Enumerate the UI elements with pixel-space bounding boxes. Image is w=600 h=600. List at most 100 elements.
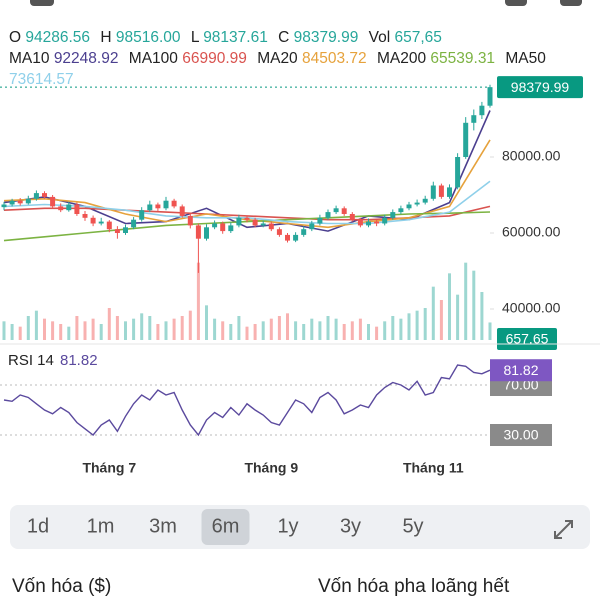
- volume-bar: [431, 286, 435, 340]
- volume-bar: [164, 321, 168, 340]
- candle-body: [131, 219, 137, 228]
- candle-body: [301, 229, 307, 235]
- range-button[interactable]: 5y: [402, 515, 423, 537]
- volume-bar: [367, 324, 370, 340]
- volume-bar: [43, 318, 46, 340]
- candle-body: [422, 198, 428, 203]
- volume-bar: [2, 321, 6, 340]
- rsi-name: RSI 14: [8, 352, 54, 369]
- y-tick-label: 80000.00: [502, 148, 561, 164]
- volume-bar: [391, 316, 395, 340]
- volume-bar: [188, 310, 192, 340]
- rsi-tag: [490, 359, 552, 382]
- candle-body: [155, 204, 161, 209]
- top-icon[interactable]: [560, 0, 582, 6]
- candle-body: [33, 193, 39, 199]
- candle-body: [260, 223, 266, 226]
- ohlc-value: 98137.61: [203, 29, 268, 46]
- volume-bar: [10, 324, 14, 340]
- expand-icon[interactable]: [554, 520, 573, 539]
- candle-body: [406, 204, 412, 209]
- candle-body: [438, 185, 444, 197]
- candle-body: [252, 219, 258, 226]
- candle-body: [58, 206, 64, 211]
- ma-label: MA50: [505, 50, 546, 67]
- volume-bar: [172, 318, 176, 340]
- ma-value: 84503.72: [302, 50, 367, 67]
- ohlc-value: 657,65: [394, 29, 442, 46]
- volume-bar: [334, 318, 338, 340]
- ohlc-label: O: [9, 29, 22, 46]
- candle-body: [17, 200, 23, 204]
- rsi-value: 81.82: [60, 352, 98, 369]
- top-icon[interactable]: [505, 0, 527, 6]
- volume-bar: [318, 321, 322, 340]
- candle-body: [309, 223, 315, 230]
- ma-value: 66990.99: [182, 50, 247, 67]
- candle-body: [179, 206, 185, 216]
- volume-bar: [261, 321, 265, 340]
- ohlc-label: H: [100, 29, 112, 46]
- candle-body: [82, 214, 88, 218]
- volume-bar: [342, 324, 346, 340]
- volume-bar: [350, 321, 354, 340]
- top-icon[interactable]: [30, 0, 54, 6]
- volume-bar: [34, 310, 38, 340]
- candle-body: [123, 227, 128, 233]
- volume-tag-label: 657.65: [506, 331, 549, 347]
- volume-bar: [407, 313, 411, 340]
- candle-body: [9, 200, 15, 205]
- rsi-tag-label: 81.82: [503, 362, 538, 378]
- candle-body: [430, 185, 436, 199]
- volume-bar: [221, 321, 225, 340]
- volume-bar: [448, 273, 451, 340]
- range-button[interactable]: 3y: [340, 515, 361, 537]
- volume-bar: [253, 324, 257, 340]
- volume-bar: [358, 318, 362, 340]
- candle-body: [317, 217, 323, 224]
- candle-body: [228, 225, 234, 232]
- candle-body: [293, 234, 299, 241]
- ohlc-label: C: [278, 29, 290, 46]
- range-button[interactable]: 1m: [87, 515, 115, 537]
- volume-bar: [277, 316, 281, 340]
- candle-body: [90, 217, 96, 224]
- candle-body: [276, 229, 282, 235]
- range-button[interactable]: 3m: [149, 515, 177, 537]
- candle-body: [463, 122, 469, 157]
- volume-bar: [439, 300, 443, 340]
- volume-bar: [156, 324, 160, 340]
- candle-body: [366, 221, 371, 226]
- candle-body: [479, 105, 485, 116]
- ma-label: MA20: [257, 50, 298, 67]
- ohlc-value: 98379.99: [293, 29, 359, 46]
- volume-bar: [326, 316, 330, 340]
- candle-body: [382, 217, 388, 224]
- range-button[interactable]: 6m: [212, 515, 240, 537]
- candle-body: [244, 217, 250, 220]
- candle-body: [187, 215, 193, 226]
- candle-body: [471, 115, 477, 123]
- volume-bar: [75, 316, 79, 340]
- candle-body: [147, 204, 153, 211]
- candle-body: [398, 208, 404, 213]
- ohlc-value: 98516.00: [115, 29, 181, 46]
- ma-label: MA200: [376, 50, 427, 67]
- candle-body: [325, 212, 331, 218]
- footer-label: Vốn hóa pha loãng hết: [318, 576, 510, 597]
- legend: O 94286.56 H 98516.00 L 98137.61 C 98379…: [9, 27, 594, 90]
- x-tick-label: Tháng 9: [244, 460, 298, 476]
- volume-bar: [67, 326, 71, 340]
- volume-bar: [464, 262, 468, 340]
- range-button[interactable]: 1d: [27, 515, 49, 537]
- volume-bar: [375, 326, 379, 340]
- candle-body: [357, 219, 363, 226]
- range-button[interactable]: 1y: [277, 515, 298, 537]
- volume-bar: [472, 270, 476, 340]
- volume-bar: [237, 316, 241, 340]
- price-tag: [497, 76, 583, 99]
- volume-bar: [148, 316, 152, 340]
- volume-bar: [124, 321, 127, 340]
- volume-bar: [294, 321, 298, 340]
